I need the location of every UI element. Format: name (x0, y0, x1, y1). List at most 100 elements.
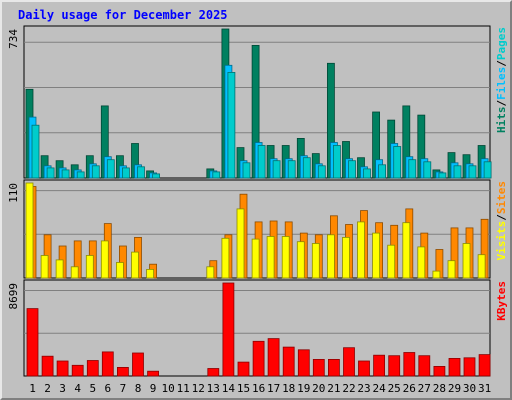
bar-pages-day-23 (363, 168, 371, 179)
x-tick-day-5: 5 (89, 382, 96, 395)
bar-kbytes-day-20 (312, 358, 325, 377)
x-tick-day-11: 11 (177, 382, 190, 395)
bar-kbytes-day-24 (373, 354, 386, 377)
bar-kbytes-day-16 (252, 340, 265, 377)
x-tick-day-17: 17 (267, 382, 280, 395)
bar-sites-day-26 (402, 222, 411, 279)
bar-sites-day-7 (116, 262, 124, 279)
bar-sites-day-16 (251, 238, 260, 279)
bar-kbytes-day-1 (26, 308, 39, 377)
bar-pages-day-13 (212, 171, 221, 179)
bar-sites-day-9 (146, 268, 155, 279)
x-tick-day-18: 18 (282, 382, 295, 395)
bar-sites-day-3 (55, 259, 64, 279)
bar-sites-day-4 (70, 266, 79, 279)
hits-files-pages-ymax-label: 734 (7, 29, 20, 49)
bar-kbytes-day-15 (237, 361, 250, 377)
bar-sites-day-27 (417, 246, 426, 279)
bar-pages-day-8 (137, 166, 145, 179)
x-tick-day-4: 4 (74, 382, 81, 395)
x-tick-day-12: 12 (192, 382, 205, 395)
bar-sites-day-20 (311, 243, 320, 279)
bar-pages-day-29 (453, 165, 462, 179)
x-tick-day-25: 25 (388, 382, 401, 395)
bar-kbytes-day-7 (117, 366, 129, 377)
bar-pages-day-2 (46, 167, 55, 179)
bar-kbytes-day-13 (207, 368, 220, 377)
bar-sites-day-19 (296, 241, 305, 279)
visits-sites-ymax-label: 110 (7, 183, 20, 203)
bar-pages-day-17 (272, 160, 281, 179)
bar-pages-day-20 (317, 165, 326, 179)
bar-kbytes-day-3 (56, 360, 69, 377)
bar-pages-day-6 (106, 159, 115, 179)
bar-pages-day-18 (287, 160, 296, 179)
x-tick-day-28: 28 (433, 382, 446, 395)
legend-entry: KBytes (495, 281, 508, 321)
bar-sites-day-8 (131, 251, 139, 279)
bar-pages-day-5 (91, 165, 100, 179)
x-tick-day-7: 7 (120, 382, 127, 395)
x-tick-day-26: 26 (403, 382, 416, 395)
hits-files-pages-legend: Hits/Files/Pages (495, 27, 508, 133)
bar-sites-day-28 (432, 270, 441, 279)
bar-sites-day-6 (100, 240, 109, 279)
bar-pages-day-27 (423, 161, 432, 179)
legend-entry: Visits (495, 221, 508, 261)
bar-pages-day-19 (302, 157, 311, 179)
x-tick-day-10: 10 (161, 382, 174, 395)
x-tick-day-31: 31 (478, 382, 491, 395)
bar-kbytes-day-30 (463, 357, 476, 377)
bar-sites-day-5 (85, 255, 94, 279)
bar-kbytes-day-22 (343, 347, 355, 377)
x-tick-day-8: 8 (135, 382, 142, 395)
x-tick-day-19: 19 (297, 382, 310, 395)
bar-kbytes-day-29 (448, 357, 461, 377)
bar-sites-day-17 (266, 236, 275, 279)
bar-pages-day-7 (122, 167, 130, 179)
legend-entry: / (495, 214, 508, 221)
x-tick-day-3: 3 (59, 382, 66, 395)
bar-kbytes-day-6 (101, 351, 114, 377)
bar-kbytes-day-2 (41, 355, 54, 377)
bar-sites-day-18 (281, 236, 290, 279)
x-tick-day-14: 14 (222, 382, 236, 395)
bar-sites-day-23 (357, 221, 365, 279)
bar-kbytes-day-26 (403, 352, 416, 377)
bar-sites-day-2 (40, 255, 49, 279)
x-tick-day-16: 16 (252, 382, 265, 395)
bar-pages-day-1 (31, 124, 40, 179)
bar-pages-day-30 (468, 165, 477, 179)
bar-pages-day-9 (152, 173, 161, 179)
x-tick-day-24: 24 (372, 382, 386, 395)
x-tick-day-30: 30 (463, 382, 476, 395)
bar-kbytes-day-5 (86, 360, 99, 377)
bar-kbytes-day-27 (418, 355, 431, 377)
bar-sites-day-15 (236, 208, 245, 279)
bar-sites-day-30 (462, 243, 471, 279)
legend-entry: Pages (495, 27, 508, 60)
x-tick-day-1: 1 (29, 382, 36, 395)
x-tick-day-29: 29 (448, 382, 461, 395)
legend-entry: / (495, 100, 508, 107)
bar-kbytes-day-28 (433, 365, 446, 377)
bar-pages-day-15 (242, 162, 251, 179)
bar-sites-day-14 (221, 237, 230, 279)
bar-pages-day-25 (393, 146, 402, 179)
legend-entry: Hits (495, 107, 508, 134)
visits-sites-legend: Visits/Sites (495, 181, 508, 261)
bar-pages-day-16 (257, 145, 266, 179)
bar-pages-day-21 (332, 145, 341, 179)
bar-kbytes-day-23 (358, 360, 370, 377)
bar-pages-day-3 (61, 169, 70, 179)
bar-pages-day-31 (483, 161, 492, 179)
bar-sites-day-24 (372, 232, 381, 279)
bar-pages-day-22 (348, 160, 356, 179)
x-tick-day-23: 23 (357, 382, 370, 395)
x-tick-day-9: 9 (150, 382, 157, 395)
bar-sites-day-25 (387, 244, 396, 279)
x-tick-day-22: 22 (342, 382, 355, 395)
bar-kbytes-day-19 (297, 349, 310, 377)
bar-kbytes-day-8 (132, 352, 144, 377)
bar-kbytes-day-14 (222, 282, 235, 377)
